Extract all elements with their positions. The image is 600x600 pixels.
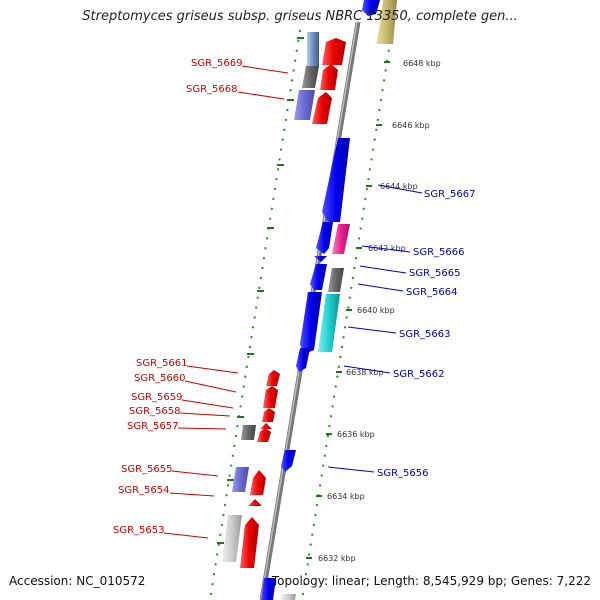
gene-label-sgr-5658[interactable]: SGR_5658: [129, 406, 181, 417]
right-label-connectors: [327, 184, 423, 473]
gene-sgr-5657-feature[interactable]: [257, 428, 271, 442]
tick-label-6638: 6638 kbp: [346, 368, 384, 377]
gene-label-sgr-5668[interactable]: SGR_5668: [186, 84, 238, 95]
gene-label-sgr-5669[interactable]: SGR_5669: [191, 58, 243, 69]
gene-label-sgr-5659[interactable]: SGR_5659: [131, 392, 183, 403]
accession-text: Accession: NC_010572: [9, 574, 146, 588]
gene-label-sgr-5655[interactable]: SGR_5655: [121, 464, 173, 475]
tick-label-6634: 6634 kbp: [327, 492, 365, 501]
tick-label-6636: 6636 kbp: [337, 430, 375, 439]
gene-label-sgr-5667[interactable]: SGR_5667: [424, 189, 476, 200]
tick-label-6648: 6648 kbp: [403, 59, 441, 68]
gene-magenta[interactable]: [332, 224, 350, 254]
gene-gray-right[interactable]: [328, 268, 344, 292]
gene-top-khaki[interactable]: [376, 0, 397, 44]
gene-red-upper[interactable]: [320, 64, 338, 90]
gene-sgr-5662-feature[interactable]: [296, 348, 310, 372]
gene-sgr-5655-feature[interactable]: [232, 467, 249, 492]
gene-sgr-5669-feature[interactable]: [307, 32, 346, 66]
gene-sgr-5656-feature[interactable]: [281, 450, 296, 472]
map-title: Streptomyces griseus subsp. griseus NBRC…: [82, 9, 518, 24]
gene-label-sgr-5663[interactable]: SGR_5663: [399, 329, 451, 340]
gene-red-5653[interactable]: [240, 517, 259, 568]
gene-bottom-lgray[interactable]: [281, 594, 296, 600]
gene-gray-upper[interactable]: [302, 66, 319, 88]
gene-sgr-5666-feature[interactable]: [316, 222, 333, 254]
gene-label-sgr-5662[interactable]: SGR_5662: [393, 369, 445, 380]
genome-summary-text: Topology: linear; Length: 8,545,929 bp; …: [271, 574, 591, 588]
gene-sgr-5663-feature[interactable]: [300, 292, 322, 354]
gene-cyan[interactable]: [318, 294, 340, 352]
gene-sgr-5668-feature[interactable]: [294, 90, 332, 124]
gene-gray-left[interactable]: [241, 425, 256, 440]
gene-sgr-5661-feature[interactable]: [266, 370, 280, 386]
gene-label-sgr-5666[interactable]: SGR_5666: [413, 247, 465, 258]
gene-label-sgr-5653[interactable]: SGR_5653: [113, 525, 165, 536]
gene-sgr-5658-feature[interactable]: [260, 423, 272, 429]
gene-sgr-5654-feature[interactable]: [248, 499, 262, 506]
gene-label-sgr-5657[interactable]: SGR_5657: [127, 421, 179, 432]
gene-label-sgr-5664[interactable]: SGR_5664: [406, 287, 458, 298]
gene-label-sgr-5656[interactable]: SGR_5656: [377, 468, 429, 479]
gene-bottom-blue[interactable]: [261, 578, 276, 600]
gene-red-5655[interactable]: [250, 470, 266, 495]
right-ruler-line: [301, 29, 393, 600]
tick-label-6644: 6644 kbp: [380, 182, 418, 191]
left-ruler-ticks: [217, 37, 304, 544]
left-ruler-line: [209, 29, 301, 600]
gene-top-blue[interactable]: [362, 0, 380, 16]
gene-sgr-5653-feature[interactable]: [222, 515, 242, 562]
gene-label-sgr-5665[interactable]: SGR_5665: [409, 268, 461, 279]
tick-label-6640: 6640 kbp: [357, 306, 395, 315]
tick-label-6646: 6646 kbp: [392, 121, 430, 130]
gene-label-sgr-5654[interactable]: SGR_5654: [118, 485, 170, 496]
gene-sgr-5667-feature[interactable]: [322, 138, 350, 222]
gene-sgr-5664-feature[interactable]: [310, 264, 327, 290]
tick-label-6632: 6632 kbp: [318, 554, 356, 563]
gene-sgr-5665-feature[interactable]: [314, 256, 327, 262]
left-label-connectors: [163, 65, 289, 539]
gene-sgr-5659-feature[interactable]: [262, 408, 275, 422]
gene-label-sgr-5661[interactable]: SGR_5661: [136, 358, 188, 369]
gene-label-sgr-5660[interactable]: SGR_5660: [134, 373, 186, 384]
tick-label-6642: 6642 kbp: [368, 244, 406, 253]
right-ruler-ticks: [306, 61, 390, 559]
gene-sgr-5660-feature[interactable]: [263, 386, 278, 408]
